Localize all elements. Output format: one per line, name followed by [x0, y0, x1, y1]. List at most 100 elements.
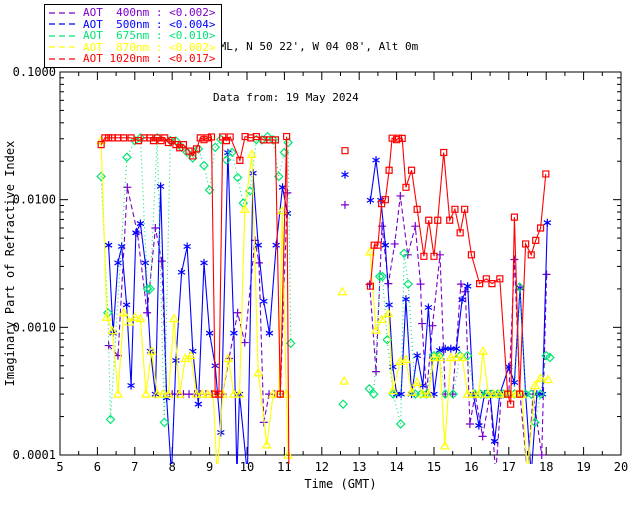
- data-point-square: [207, 133, 216, 141]
- data-point-plus: [390, 239, 399, 248]
- data-point-triangle: [400, 354, 411, 364]
- data-point-plus: [537, 451, 546, 459]
- data-point-asterisk: [156, 182, 165, 191]
- data-point-triangle: [253, 367, 264, 377]
- data-point-diamond: [448, 389, 458, 399]
- data-point-square: [161, 134, 169, 142]
- data-point-asterisk: [132, 228, 140, 237]
- data-point-square: [146, 134, 154, 142]
- data-point-triangle: [365, 246, 376, 256]
- data-point-triangle: [246, 149, 257, 159]
- data-point-triangle: [223, 353, 234, 363]
- data-point-square: [134, 137, 143, 145]
- data-point-diamond: [545, 352, 555, 363]
- data-point-diamond: [182, 147, 193, 158]
- data-point-square: [366, 282, 375, 290]
- data-point-diamond: [368, 389, 379, 399]
- legend-label: AOT 870nm : <0.002>: [83, 40, 216, 54]
- data-point-square: [440, 148, 448, 157]
- data-point-triangle: [135, 313, 146, 323]
- data-point-triangle: [370, 324, 382, 334]
- data-point-asterisk: [381, 241, 390, 250]
- x-tick-label: 11: [277, 460, 291, 474]
- data-point-asterisk: [122, 300, 131, 309]
- data-point-diamond: [145, 284, 155, 294]
- data-point-triangle: [146, 346, 157, 355]
- data-point-square: [467, 251, 475, 259]
- data-point-square: [510, 213, 519, 221]
- legend-label: AOT 675nm : <0.010>: [83, 29, 216, 42]
- data-point-plus: [233, 308, 242, 317]
- data-point-square: [192, 145, 201, 153]
- data-point-diamond: [514, 282, 525, 292]
- data-point-asterisk: [452, 344, 461, 353]
- data-point-plus: [254, 258, 263, 267]
- x-tick-label: 7: [131, 460, 138, 474]
- data-point-diamond: [535, 389, 546, 399]
- data-point-triangle: [543, 374, 554, 384]
- data-point-diamond: [364, 383, 375, 394]
- data-point-diamond: [403, 279, 414, 289]
- data-point-square: [196, 134, 204, 142]
- x-tick-label: 12: [315, 460, 329, 474]
- x-tick-label: 8: [169, 460, 176, 474]
- data-point-asterisk: [254, 241, 263, 250]
- data-point-diamond: [103, 307, 113, 318]
- data-point-diamond: [210, 142, 221, 153]
- data-point-square: [215, 390, 223, 398]
- data-point-square: [185, 147, 193, 155]
- data-point-asterisk: [341, 170, 349, 179]
- data-point-triangle: [277, 205, 288, 215]
- legend-line-sample: [49, 58, 79, 60]
- data-point-plus: [123, 183, 132, 192]
- data-point-diamond: [199, 160, 209, 171]
- data-point-square: [247, 134, 255, 142]
- x-tick-label: 20: [614, 460, 628, 474]
- data-point-diamond: [232, 172, 243, 183]
- data-point-square: [488, 280, 496, 288]
- data-point-asterisk: [463, 282, 472, 291]
- data-point-plus: [456, 280, 465, 289]
- data-point-square: [226, 133, 234, 141]
- data-point-square: [461, 205, 469, 213]
- x-tick-label: 17: [502, 460, 516, 474]
- x-tick-label: 18: [539, 460, 553, 474]
- data-point-asterisk: [114, 258, 122, 267]
- data-point-diamond: [159, 417, 170, 428]
- data-point-asterisk: [490, 437, 499, 446]
- data-point-square: [522, 240, 530, 248]
- legend-label: AOT 500nm : <0.004>: [83, 17, 216, 31]
- data-point-triangle: [234, 388, 245, 398]
- data-point-triangle: [283, 449, 294, 459]
- data-point-square: [172, 140, 180, 149]
- data-point-square: [381, 196, 389, 204]
- y-tick-label: 0.1000: [13, 65, 56, 79]
- y-tick-label: 0.0001: [13, 448, 56, 462]
- data-point-triangle: [468, 388, 479, 398]
- data-point-asterisk: [200, 258, 208, 267]
- data-point-plus: [372, 367, 381, 376]
- data-point-square: [341, 147, 349, 155]
- data-point-asterisk: [183, 242, 191, 251]
- legend-line-sample: [49, 23, 79, 25]
- data-point-square: [189, 152, 197, 160]
- data-point-square: [283, 132, 291, 141]
- data-point-triangle: [163, 388, 174, 398]
- data-point-plus: [542, 270, 551, 279]
- data-point-triangle: [339, 375, 350, 385]
- data-point-square: [374, 241, 382, 249]
- data-point-diamond: [142, 284, 153, 294]
- data-point-triangle: [185, 350, 196, 360]
- data-point-triangle: [197, 388, 208, 398]
- data-point-square: [413, 205, 421, 213]
- data-point-asterisk: [217, 428, 225, 437]
- data-point-asterisk: [194, 400, 203, 409]
- legend-line-sample: [49, 35, 79, 37]
- data-point-square: [476, 280, 484, 288]
- data-point-asterisk: [475, 421, 483, 430]
- series-line: [369, 137, 547, 405]
- data-point-triangle: [477, 346, 489, 355]
- data-point-triangle: [261, 439, 272, 449]
- data-point-asterisk: [543, 218, 552, 227]
- y-tick-label: 0.0010: [13, 320, 56, 334]
